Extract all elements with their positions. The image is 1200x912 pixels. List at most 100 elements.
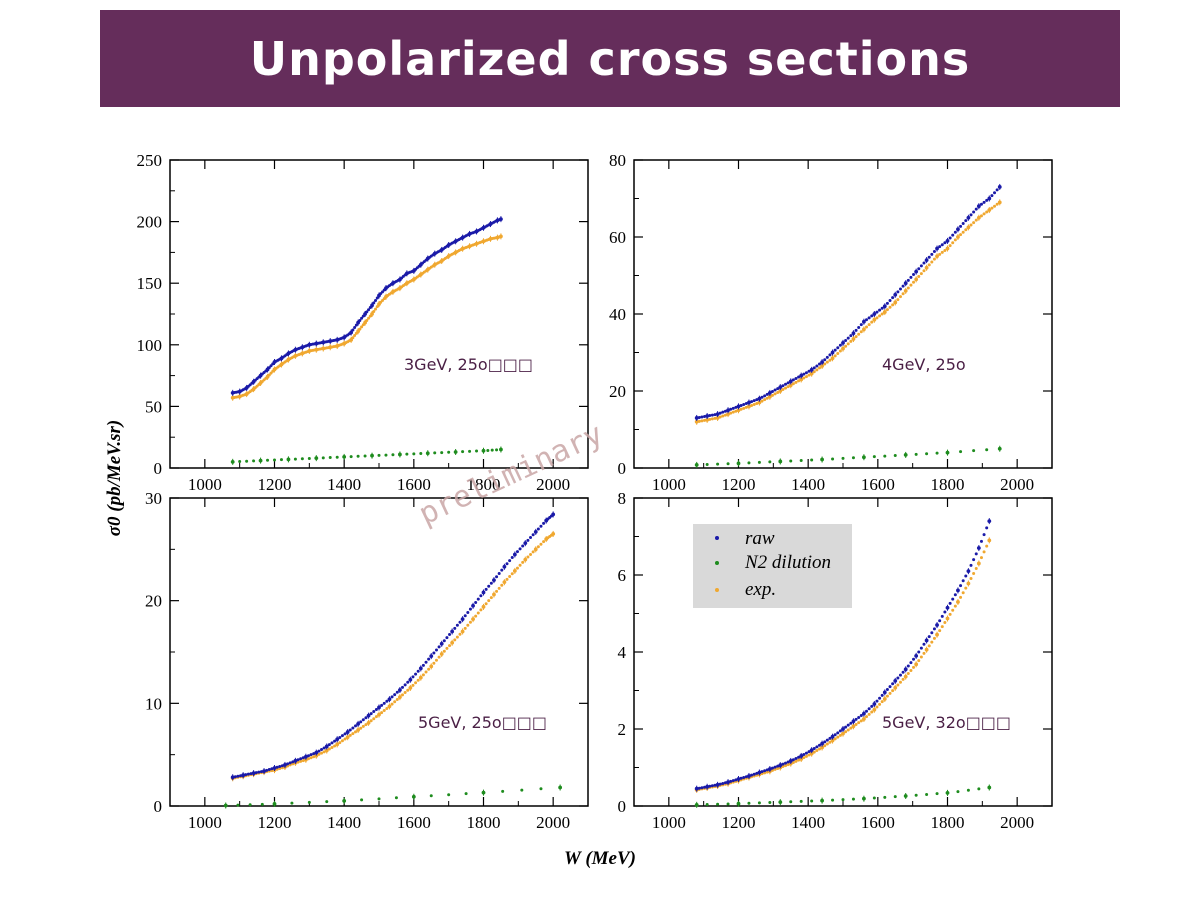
data-point bbox=[896, 683, 900, 687]
data-point bbox=[917, 650, 921, 654]
x-tick-label: 1600 bbox=[397, 475, 431, 494]
x-tick-label: 2000 bbox=[1000, 813, 1034, 832]
data-point bbox=[802, 376, 806, 380]
data-point bbox=[867, 323, 871, 327]
data-point bbox=[238, 460, 242, 464]
data-point bbox=[497, 571, 501, 575]
data-point bbox=[974, 552, 978, 556]
data-point bbox=[912, 657, 916, 661]
data-point bbox=[859, 714, 863, 718]
data-point bbox=[956, 790, 960, 794]
data-point bbox=[810, 458, 814, 462]
data-point bbox=[898, 673, 902, 677]
data-point bbox=[969, 576, 973, 580]
data-point bbox=[815, 749, 819, 753]
data-point bbox=[854, 328, 858, 332]
data-point bbox=[823, 740, 827, 744]
data-point bbox=[893, 453, 897, 457]
data-point bbox=[872, 455, 876, 459]
data-point bbox=[353, 724, 357, 728]
x-tick-label: 1800 bbox=[931, 813, 965, 832]
data-point bbox=[445, 636, 449, 640]
data-point bbox=[891, 296, 895, 300]
data-point bbox=[325, 800, 329, 804]
data-point bbox=[807, 369, 811, 373]
data-point bbox=[539, 524, 543, 528]
data-point bbox=[791, 378, 795, 382]
data-point bbox=[865, 325, 869, 329]
data-point bbox=[891, 682, 895, 686]
data-point bbox=[394, 796, 398, 800]
series-raw bbox=[694, 518, 992, 792]
data-point bbox=[846, 723, 850, 727]
data-point bbox=[463, 614, 467, 618]
data-point bbox=[938, 619, 942, 623]
data-point bbox=[943, 621, 947, 625]
y-tick-label: 150 bbox=[137, 274, 163, 293]
x-axis-title: W (MeV) bbox=[564, 848, 636, 869]
data-point bbox=[914, 793, 918, 797]
data-point bbox=[427, 667, 431, 671]
data-point bbox=[279, 458, 283, 462]
y-tick-label: 80 bbox=[609, 151, 626, 170]
data-point bbox=[476, 597, 480, 601]
x-tick-label: 1000 bbox=[188, 475, 222, 494]
data-point bbox=[838, 729, 842, 733]
data-point bbox=[437, 655, 441, 659]
data-point bbox=[943, 248, 947, 252]
data-point bbox=[708, 784, 712, 788]
data-point bbox=[466, 610, 470, 614]
y-tick-label: 30 bbox=[145, 489, 162, 508]
data-point bbox=[338, 741, 342, 745]
data-point bbox=[726, 802, 730, 806]
data-point bbox=[770, 766, 774, 770]
data-point bbox=[922, 261, 926, 265]
data-point bbox=[851, 797, 855, 801]
data-point bbox=[817, 362, 821, 366]
data-point bbox=[453, 626, 457, 630]
data-point bbox=[807, 753, 811, 757]
data-point bbox=[833, 737, 837, 741]
data-point bbox=[953, 230, 957, 234]
panel-label: 5GeV, 25o□□□ bbox=[418, 713, 547, 732]
data-point bbox=[888, 305, 892, 309]
data-point bbox=[977, 787, 981, 791]
x-tick-label: 1200 bbox=[722, 475, 756, 494]
data-point bbox=[742, 776, 746, 780]
data-point bbox=[448, 644, 452, 648]
data-point bbox=[919, 264, 923, 268]
data-point bbox=[752, 402, 756, 406]
data-point bbox=[831, 457, 835, 461]
data-point bbox=[812, 366, 816, 370]
data-point bbox=[416, 678, 420, 682]
data-point bbox=[236, 774, 240, 778]
data-point bbox=[917, 274, 921, 278]
data-point bbox=[844, 725, 848, 729]
data-point bbox=[870, 314, 874, 318]
data-point bbox=[972, 210, 976, 214]
data-point bbox=[854, 335, 858, 339]
data-point bbox=[849, 334, 853, 338]
data-point bbox=[750, 400, 754, 404]
data-point bbox=[831, 798, 835, 802]
data-point bbox=[833, 733, 837, 737]
data-point bbox=[875, 705, 879, 709]
data-point bbox=[930, 631, 934, 635]
y-tick-label: 50 bbox=[145, 397, 162, 416]
data-point bbox=[794, 376, 798, 380]
data-point bbox=[322, 746, 326, 750]
data-point bbox=[995, 202, 999, 206]
data-point bbox=[510, 572, 514, 576]
data-point bbox=[815, 368, 819, 372]
data-point bbox=[768, 801, 772, 805]
data-point bbox=[403, 683, 407, 687]
data-point bbox=[275, 765, 279, 769]
x-tick-label: 1400 bbox=[791, 813, 825, 832]
data-point bbox=[763, 398, 767, 402]
plot-frame bbox=[169, 159, 589, 469]
data-point bbox=[927, 263, 931, 267]
data-point bbox=[781, 384, 785, 388]
data-point bbox=[807, 750, 811, 754]
data-point bbox=[293, 457, 297, 461]
data-point bbox=[447, 450, 451, 454]
